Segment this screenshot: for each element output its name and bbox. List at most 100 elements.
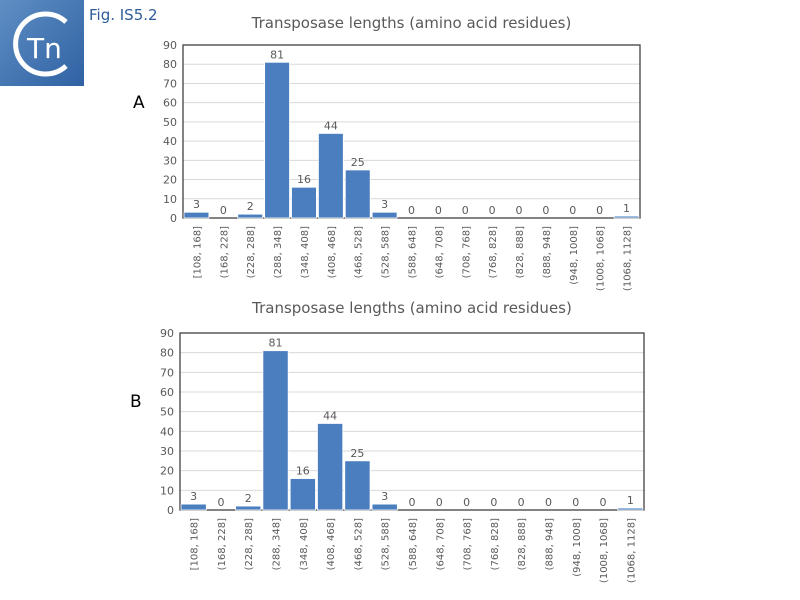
- data-label: 0: [217, 496, 224, 509]
- y-tick-label: 20: [163, 174, 177, 187]
- x-tick-label: (588, 648]: [408, 518, 419, 570]
- y-tick-label: 40: [160, 425, 174, 438]
- x-tick-label: (348, 408]: [299, 518, 310, 570]
- x-tick-label: (948, 1008]: [569, 226, 580, 285]
- panel-label-b: B: [130, 392, 142, 412]
- y-tick-label: 90: [160, 327, 174, 340]
- data-label: 3: [193, 198, 200, 211]
- data-label: 0: [518, 496, 525, 509]
- x-tick-label: (288, 348]: [273, 226, 284, 278]
- x-tick-label: (888, 948]: [544, 518, 555, 570]
- y-tick-label: 30: [163, 154, 177, 167]
- x-tick-label: (168, 228]: [217, 518, 228, 570]
- plot-area: [179, 332, 645, 511]
- x-tick-label: (648, 708]: [434, 226, 445, 278]
- x-tick-label: (468, 528]: [354, 226, 365, 278]
- x-tick-label: (408, 468]: [327, 226, 338, 278]
- bar: [344, 169, 371, 219]
- data-label: 0: [516, 204, 523, 217]
- data-label: 0: [490, 496, 497, 509]
- bar: [344, 460, 371, 511]
- data-label: 0: [596, 204, 603, 217]
- y-tick-label: 20: [160, 465, 174, 478]
- data-label: 3: [381, 490, 388, 503]
- data-label: 0: [409, 496, 416, 509]
- y-tick-label: 70: [160, 366, 174, 379]
- y-tick-label: 50: [160, 406, 174, 419]
- data-label: 3: [381, 198, 388, 211]
- x-tick-label: (408, 468]: [326, 518, 337, 570]
- data-label: 1: [623, 202, 630, 215]
- x-tick-label: (828, 888]: [517, 518, 528, 570]
- x-tick-label: (588, 648]: [408, 226, 419, 278]
- bar: [183, 211, 210, 219]
- y-tick-label: 60: [163, 97, 177, 110]
- y-tick-label: 40: [163, 135, 177, 148]
- y-tick-label: 60: [160, 386, 174, 399]
- chart-title: Transposase lengths (amino acid residues…: [251, 14, 572, 32]
- data-label: 0: [435, 204, 442, 217]
- x-tick-label: (1008, 1068]: [599, 518, 610, 583]
- tn-logo: Tn: [0, 0, 84, 86]
- x-tick-label: (1068, 1128]: [626, 518, 637, 583]
- bar: [291, 186, 317, 219]
- data-label: 25: [351, 156, 365, 169]
- data-label: 0: [408, 204, 415, 217]
- x-tick-label: (768, 828]: [490, 518, 501, 570]
- bar: [289, 478, 316, 511]
- x-tick-label: (648, 708]: [435, 518, 446, 570]
- data-label: 0: [545, 496, 552, 509]
- y-tick-label: 10: [160, 484, 174, 497]
- data-label: 16: [297, 173, 311, 186]
- y-tick-label: 70: [163, 77, 177, 90]
- bar: [371, 503, 398, 511]
- x-tick-label: (888, 948]: [542, 226, 553, 278]
- data-label: 44: [323, 409, 337, 422]
- data-label: 44: [324, 119, 338, 132]
- data-label: 0: [569, 204, 576, 217]
- x-tick-label: (1008, 1068]: [596, 226, 607, 291]
- data-label: 81: [270, 48, 284, 61]
- bar: [264, 61, 290, 219]
- data-label: 1: [627, 494, 634, 507]
- x-tick-label: (468, 528]: [353, 518, 364, 570]
- logo-text: Tn: [26, 32, 62, 65]
- x-tick-label: (768, 828]: [488, 226, 499, 278]
- data-label: 0: [600, 496, 607, 509]
- data-label: 0: [572, 496, 579, 509]
- data-label: 2: [245, 492, 252, 505]
- data-label: 0: [220, 204, 227, 217]
- x-tick-label: (828, 888]: [515, 226, 526, 278]
- x-tick-label: (708, 768]: [463, 518, 474, 570]
- bar: [613, 215, 640, 219]
- data-label: 0: [489, 204, 496, 217]
- x-tick-label: (168, 228]: [219, 226, 230, 278]
- data-label: 3: [190, 490, 197, 503]
- chart-title: Transposase lengths (amino acid residues…: [251, 299, 572, 317]
- x-tick-label: (288, 348]: [272, 518, 283, 570]
- x-tick-label: (528, 588]: [381, 518, 392, 570]
- y-tick-label: 90: [163, 39, 177, 52]
- x-tick-label: (348, 408]: [300, 226, 311, 278]
- y-tick-label: 10: [163, 193, 177, 206]
- bar: [617, 507, 644, 511]
- data-label: 0: [462, 204, 469, 217]
- bar: [318, 133, 344, 219]
- y-tick-label: 30: [160, 445, 174, 458]
- bar: [237, 213, 264, 219]
- x-tick-label: (708, 768]: [461, 226, 472, 278]
- y-tick-label: 0: [170, 212, 177, 225]
- x-tick-label: (228, 288]: [244, 518, 255, 570]
- data-label: 0: [436, 496, 443, 509]
- x-tick-label: [108, 168]: [192, 226, 203, 278]
- bar: [371, 211, 398, 219]
- data-label: 81: [269, 337, 283, 350]
- y-tick-label: 50: [163, 116, 177, 129]
- bar: [235, 505, 262, 511]
- x-tick-label: [108, 168]: [190, 518, 201, 570]
- x-tick-label: (1068, 1128]: [623, 226, 634, 291]
- plot-area: [182, 44, 641, 219]
- x-tick-label: (948, 1008]: [572, 518, 583, 577]
